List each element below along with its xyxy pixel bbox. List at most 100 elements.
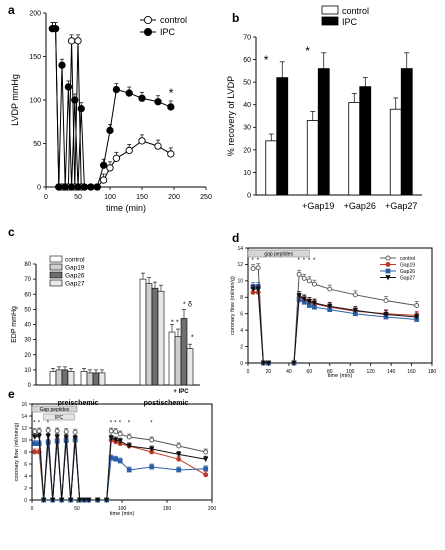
legend-marker xyxy=(143,15,153,25)
data-point xyxy=(154,98,162,106)
y-tick-label: 8 xyxy=(24,450,27,456)
y-tick-label: 0 xyxy=(37,184,41,191)
legend-label: IPC xyxy=(342,17,358,27)
legend-label: Gap26 xyxy=(400,269,415,275)
y-tick-label: 10 xyxy=(21,438,27,444)
legend-marker xyxy=(385,255,391,261)
y-tick-label: 10 xyxy=(24,368,31,374)
x-tick-label: 140 xyxy=(387,369,396,375)
bar-control xyxy=(49,371,57,386)
bar-Gap19 xyxy=(174,336,182,386)
y-tick-label: 14 xyxy=(237,246,243,252)
x-tick-label: 100 xyxy=(346,369,355,375)
data-point xyxy=(67,183,76,191)
data-point xyxy=(74,37,82,45)
data-point xyxy=(260,360,266,366)
data-point xyxy=(87,183,95,191)
significance-marker: * xyxy=(169,86,174,100)
bar-Gap26 xyxy=(180,318,188,386)
significance-marker: * xyxy=(303,258,306,264)
x-tick-label: 200 xyxy=(168,194,180,201)
data-point xyxy=(72,435,78,442)
legend-swatch xyxy=(49,279,63,287)
data-point xyxy=(108,455,114,461)
significance-marker: * xyxy=(305,44,310,58)
bar-Gap27 xyxy=(157,290,165,386)
data-point xyxy=(414,303,420,308)
series-line-Gap27 xyxy=(253,288,417,364)
panel-a: a 0 50 100 150 200 0 50 100 150 200 250 LVDP mmHg tim… xyxy=(8,3,212,213)
y-tick-label: 8 xyxy=(240,295,243,301)
x-tick-label: 120 xyxy=(366,369,375,375)
y-tick-label: 50 xyxy=(24,307,31,313)
subgroup-label: + IPC xyxy=(173,389,189,395)
significance-marker: * xyxy=(33,420,36,426)
y-tick-label: 30 xyxy=(243,125,251,132)
data-point xyxy=(117,458,123,464)
data-point xyxy=(167,150,175,158)
data-point xyxy=(383,298,389,304)
data-point xyxy=(63,429,69,435)
y-tick-label: 60 xyxy=(24,292,31,298)
y-axis-title: LVDP mmHg xyxy=(10,74,20,126)
x-tick-label: 80 xyxy=(327,369,333,375)
y-tick-label: 0 xyxy=(24,498,27,504)
data-point xyxy=(99,176,108,184)
x-tick-label: 100 xyxy=(104,194,116,201)
significance-marker: * xyxy=(119,420,122,426)
data-point xyxy=(112,85,121,94)
data-point xyxy=(203,466,209,472)
series-line-Gap26 xyxy=(253,286,417,364)
data-point xyxy=(167,103,175,111)
data-point xyxy=(352,308,358,314)
panel-e: e 0 2 4 6 8 10 12 14 16 0 50 100 150 200 coronary flow … xyxy=(8,387,216,517)
series-line-Gap27 xyxy=(34,435,206,501)
y-tick-label: 20 xyxy=(243,147,251,154)
x-tick-label: 0 xyxy=(31,506,34,512)
legend-swatch xyxy=(49,263,63,271)
data-point xyxy=(59,497,65,503)
data-point xyxy=(54,428,60,434)
data-point xyxy=(77,105,85,113)
bar-control xyxy=(139,278,147,386)
y-tick-label: 50 xyxy=(243,80,251,87)
bar-IPC xyxy=(276,77,289,196)
legend-marker xyxy=(385,268,391,274)
data-point xyxy=(95,497,101,503)
significance-marker: * xyxy=(264,53,269,67)
x-tick-label: 50 xyxy=(74,194,82,201)
category-label: +Gap26 xyxy=(344,201,376,211)
y-tick-label: 20 xyxy=(24,353,31,359)
panel-label-b: b xyxy=(232,11,239,25)
data-point xyxy=(32,441,38,447)
panel-b: b 0 10 20 30 40 50 60 70 % recovery of LVDP +Gap19… xyxy=(226,5,422,211)
peptide-period-bar xyxy=(31,405,78,413)
data-point xyxy=(106,126,114,135)
panel-label-c: c xyxy=(8,225,15,239)
bar-control xyxy=(306,120,319,196)
x-axis-title: time (min) xyxy=(106,203,146,213)
data-point xyxy=(126,467,132,473)
data-point xyxy=(67,37,76,45)
data-point xyxy=(81,497,87,503)
bar-Gap27 xyxy=(186,348,194,386)
data-point xyxy=(64,83,73,91)
panel-label-e: e xyxy=(8,387,15,401)
y-tick-label: 4 xyxy=(24,474,27,480)
legend-label: control xyxy=(65,257,85,264)
y-axis-title: EDP mmHg xyxy=(11,306,18,343)
bar-Gap26 xyxy=(151,287,159,386)
y-axis-title: coronary flow (ml/min/g) xyxy=(230,276,236,335)
x-tick-label: 40 xyxy=(286,369,292,375)
data-point xyxy=(203,472,209,478)
data-point xyxy=(176,467,182,473)
data-point xyxy=(291,360,297,366)
data-point xyxy=(61,183,69,191)
legend-label: Gap19 xyxy=(400,262,415,268)
bar-Gap19 xyxy=(86,372,94,386)
significance-marker: * xyxy=(47,420,50,426)
plot-frame xyxy=(247,247,433,364)
legend-swatch xyxy=(321,5,339,15)
data-point xyxy=(77,497,83,503)
y-tick-label: 200 xyxy=(29,10,41,17)
